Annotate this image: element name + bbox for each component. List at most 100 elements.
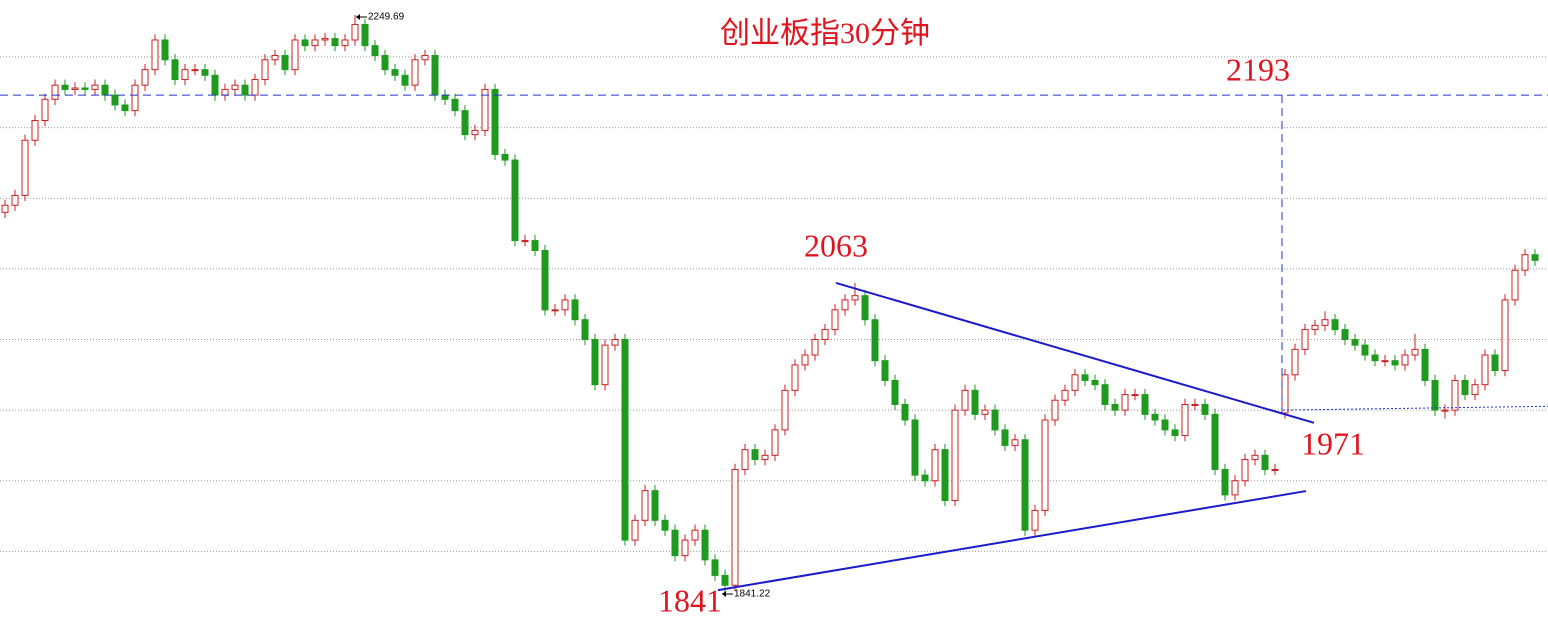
candle-body xyxy=(691,529,699,541)
candle-body xyxy=(1241,459,1249,482)
candle-body xyxy=(501,153,509,161)
candle-body xyxy=(441,94,449,100)
candle-body xyxy=(1121,394,1129,411)
candle-body xyxy=(491,88,499,155)
candle-body xyxy=(1491,354,1499,372)
candle-body xyxy=(1461,379,1469,396)
candle-body xyxy=(351,23,359,41)
candle-body xyxy=(651,490,659,521)
candle-body xyxy=(381,55,389,71)
candle-body xyxy=(851,295,859,301)
candle-body xyxy=(81,87,89,90)
candle-body xyxy=(1251,454,1259,461)
candle-body xyxy=(731,468,739,586)
candle-body xyxy=(1431,379,1439,411)
candle-body xyxy=(891,379,899,405)
candle-body xyxy=(471,129,479,136)
candle-body xyxy=(111,94,119,106)
candle-body xyxy=(411,59,419,86)
candle-body xyxy=(951,409,959,502)
candle-body xyxy=(641,490,649,521)
candle-body xyxy=(341,39,349,47)
candle-body xyxy=(821,329,829,340)
candle-body xyxy=(1031,509,1039,531)
candle-body xyxy=(391,69,399,76)
candle-body xyxy=(1101,384,1109,405)
candle-body xyxy=(1271,468,1279,471)
candle-body xyxy=(481,88,489,131)
candle-body xyxy=(1511,269,1519,301)
candle-body xyxy=(1001,429,1009,446)
candle-body xyxy=(921,474,929,482)
candle-body xyxy=(601,344,609,386)
candle-body xyxy=(1401,354,1409,366)
candle-body xyxy=(1081,374,1089,381)
annotation: 1971 xyxy=(1301,425,1365,461)
candle-body xyxy=(1371,354,1379,362)
candle-body xyxy=(1321,319,1329,326)
annotation: 2193 xyxy=(1226,51,1290,87)
candle-body xyxy=(161,39,169,61)
candle-body xyxy=(1,204,9,213)
candle-body xyxy=(61,84,69,90)
candle-body xyxy=(911,419,919,476)
candle-body xyxy=(671,529,679,557)
candle-body xyxy=(1141,394,1149,415)
candle-body xyxy=(751,449,759,461)
candle-body xyxy=(211,74,219,96)
candle-body xyxy=(1521,254,1529,271)
candle-body xyxy=(1161,419,1169,431)
trend-line xyxy=(717,490,1307,592)
candle-body xyxy=(11,194,19,206)
trend-line xyxy=(835,282,1315,424)
candle-body xyxy=(1181,403,1189,437)
candle-body xyxy=(181,69,189,81)
candle-body xyxy=(541,249,549,311)
candle-body xyxy=(71,87,79,90)
candle-body xyxy=(571,299,579,321)
candle-body xyxy=(1111,403,1119,411)
candle-body xyxy=(261,59,269,81)
candle-body xyxy=(901,403,909,421)
candle-body xyxy=(1451,379,1459,411)
candle-body xyxy=(861,295,869,321)
candle-body xyxy=(21,139,29,196)
candle-body xyxy=(401,74,409,86)
candle-body xyxy=(41,98,49,122)
candle-body xyxy=(1441,409,1449,412)
candle-body xyxy=(321,38,329,41)
candle-body xyxy=(841,299,849,311)
candle-body xyxy=(591,338,599,386)
candle-body xyxy=(611,338,619,346)
candle-body xyxy=(721,574,729,586)
candle-body xyxy=(561,299,569,311)
candle-body xyxy=(1281,374,1289,414)
candle-body xyxy=(531,240,539,251)
candle-body xyxy=(191,69,199,72)
candle-body xyxy=(1191,403,1199,406)
candle-body xyxy=(711,559,719,576)
candle-body xyxy=(771,429,779,456)
candle-body xyxy=(131,84,139,112)
candle-body xyxy=(961,389,969,411)
candle-body xyxy=(51,84,59,100)
candle-body xyxy=(461,110,469,136)
candle-body xyxy=(281,55,289,71)
candle-body xyxy=(431,55,439,96)
candle-body xyxy=(831,309,839,331)
candle-body xyxy=(1481,354,1489,386)
candle-body xyxy=(271,55,279,61)
pointer-arrow-head xyxy=(356,14,360,20)
annotation: 1841 xyxy=(658,582,722,618)
candle-body xyxy=(631,519,639,541)
candle-body xyxy=(371,45,379,57)
candle-body xyxy=(291,39,299,71)
candle-body xyxy=(701,529,709,561)
candle-body xyxy=(311,39,319,47)
candle-body xyxy=(971,389,979,415)
candle-body xyxy=(171,59,179,81)
candle-body xyxy=(241,84,249,96)
candle-body xyxy=(1331,319,1339,331)
candle-body xyxy=(1471,384,1479,396)
